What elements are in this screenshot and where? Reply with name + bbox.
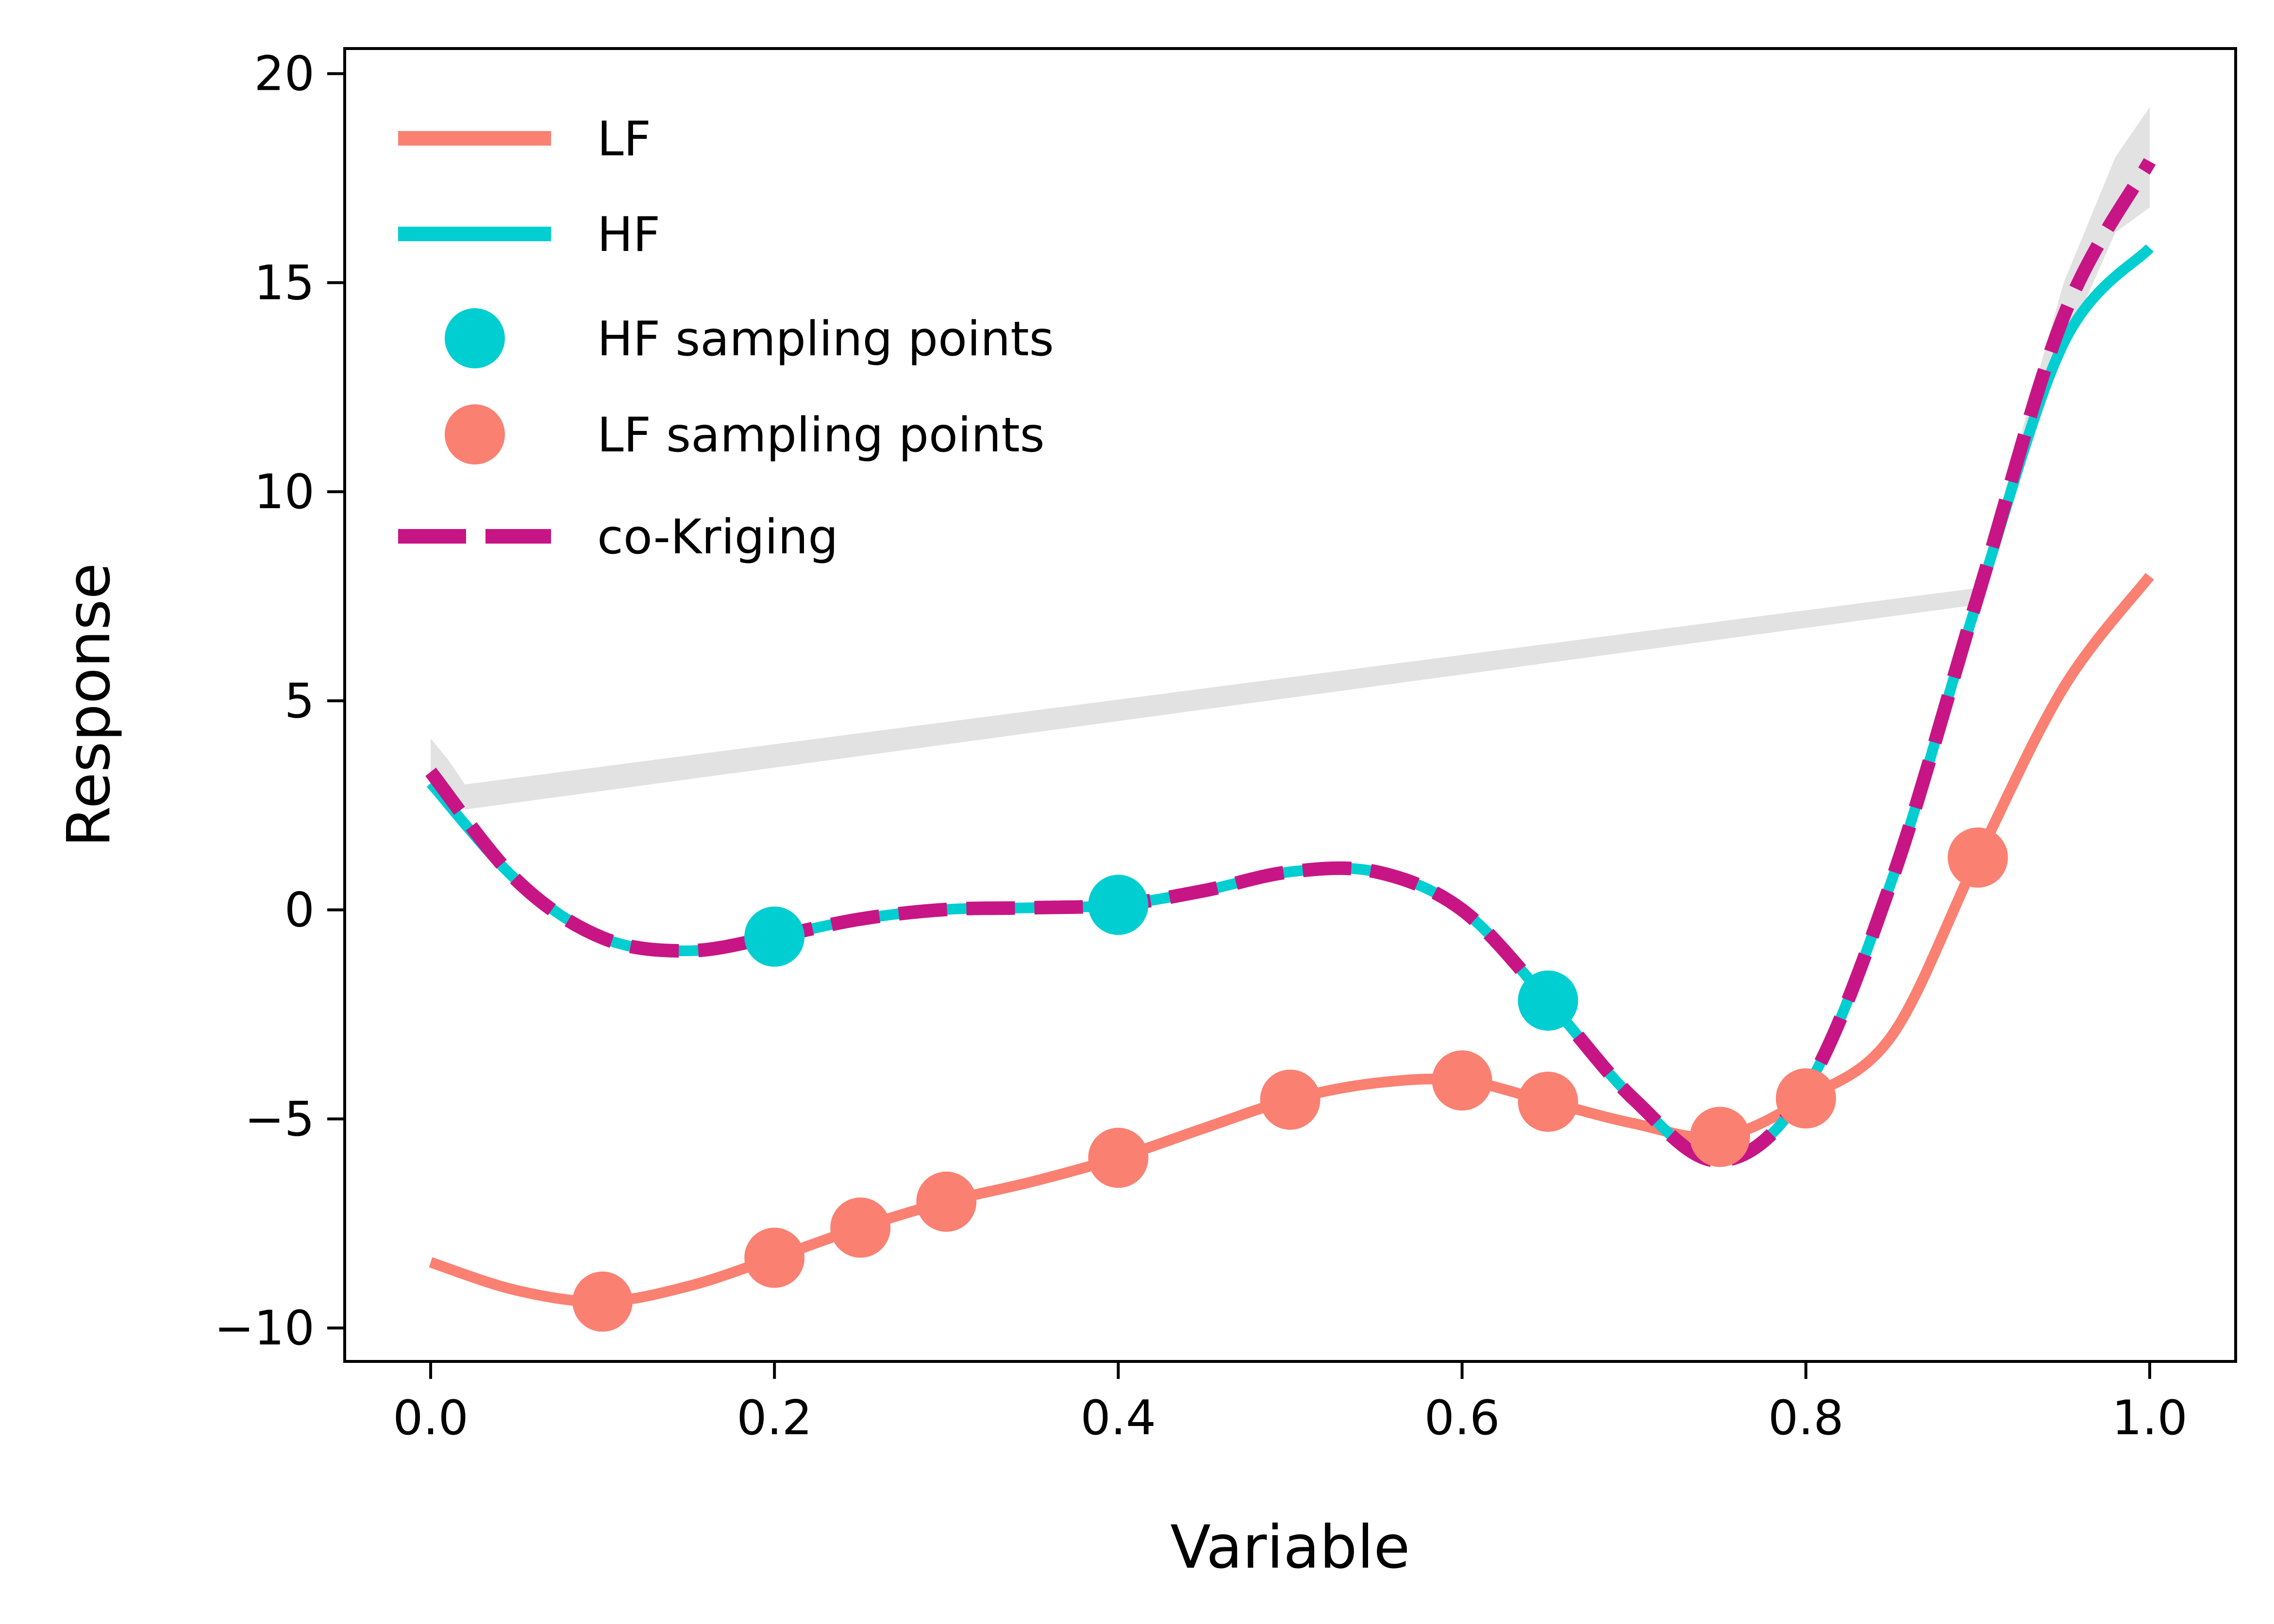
lf-sampling-points-point-4 bbox=[1088, 1127, 1149, 1188]
y-tick-label-3: 5 bbox=[284, 674, 315, 729]
y-tick-label-1: −5 bbox=[245, 1092, 315, 1147]
x-tick-label-3: 0.6 bbox=[1424, 1391, 1500, 1446]
lf-sampling-points-point-0 bbox=[572, 1271, 633, 1332]
legend-label-lf: LF bbox=[597, 112, 651, 167]
x-tick-label-5: 1.0 bbox=[2112, 1391, 2188, 1446]
confidence-band bbox=[431, 107, 2150, 810]
x-tick-label-4: 0.8 bbox=[1768, 1391, 1844, 1446]
legend-symbol-hf-sampling-points bbox=[445, 308, 505, 368]
lf-sampling-points-point-3 bbox=[916, 1171, 977, 1232]
y-axis-label: Response bbox=[54, 563, 123, 847]
x-tick-label-0: 0.0 bbox=[393, 1391, 468, 1446]
legend-symbol-lf-sampling-points bbox=[445, 404, 505, 464]
lf-sampling-points-point-10 bbox=[1947, 827, 2008, 888]
series-layer bbox=[425, 158, 2156, 1307]
hf-sampling-points-point-2 bbox=[1518, 970, 1578, 1031]
series-line-co-kriging bbox=[425, 158, 2156, 1168]
hf-sampling-points-point-1 bbox=[1088, 875, 1149, 935]
legend-label-lf-sampling-points: LF sampling points bbox=[597, 408, 1045, 463]
y-tick-label-0: −10 bbox=[214, 1301, 315, 1356]
legend-label-co-kriging: co-Kriging bbox=[597, 510, 838, 565]
lf-sampling-points-point-6 bbox=[1432, 1050, 1492, 1111]
y-axis: −10 −5 0 5 10 15 20 bbox=[214, 47, 345, 1356]
confidence-band-layer bbox=[431, 107, 2150, 810]
lf-sampling-points-point-2 bbox=[830, 1197, 891, 1258]
x-axis: 0.0 0.2 0.4 0.6 0.8 1.0 bbox=[393, 1361, 2188, 1446]
x-tick-label-2: 0.4 bbox=[1080, 1391, 1156, 1446]
x-axis-label: Variable bbox=[1170, 1513, 1410, 1582]
lf-sampling-points-point-1 bbox=[744, 1227, 805, 1288]
points-layer bbox=[572, 827, 2008, 1332]
lf-sampling-points-point-9 bbox=[1775, 1068, 1836, 1129]
legend-label-hf: HF bbox=[597, 207, 660, 263]
lf-sampling-points-point-8 bbox=[1689, 1107, 1750, 1167]
series-line-lf bbox=[429, 573, 2154, 1307]
y-tick-label-5: 15 bbox=[254, 255, 315, 311]
lf-sampling-points-point-7 bbox=[1518, 1072, 1578, 1132]
plot-frame bbox=[343, 47, 2237, 1363]
x-tick-label-1: 0.2 bbox=[736, 1391, 812, 1446]
y-tick-label-6: 20 bbox=[254, 47, 315, 102]
y-tick-label-4: 10 bbox=[254, 464, 315, 520]
legend: LF HF HF sampling points LF sampling points… bbox=[398, 112, 1054, 565]
legend-label-hf-sampling-points: HF sampling points bbox=[597, 312, 1054, 367]
lf-sampling-points-point-5 bbox=[1260, 1069, 1321, 1130]
hf-sampling-points-point-0 bbox=[744, 906, 805, 967]
y-tick-label-2: 0 bbox=[284, 883, 315, 938]
